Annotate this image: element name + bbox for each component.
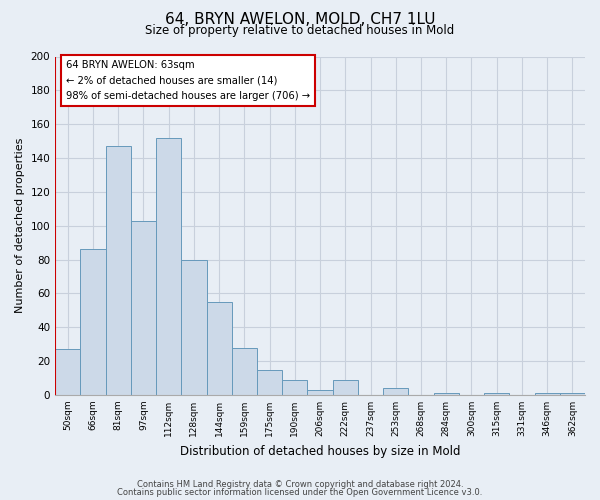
Bar	[131, 220, 156, 395]
Y-axis label: Number of detached properties: Number of detached properties	[15, 138, 25, 314]
Bar	[282, 380, 307, 395]
X-axis label: Distribution of detached houses by size in Mold: Distribution of detached houses by size …	[180, 444, 460, 458]
Bar	[383, 388, 409, 395]
Bar	[434, 393, 459, 395]
Text: Contains HM Land Registry data © Crown copyright and database right 2024.: Contains HM Land Registry data © Crown c…	[137, 480, 463, 489]
Text: Contains public sector information licensed under the Open Government Licence v3: Contains public sector information licen…	[118, 488, 482, 497]
Bar	[206, 302, 232, 395]
Bar	[55, 349, 80, 395]
Bar	[106, 146, 131, 395]
Bar	[560, 393, 585, 395]
Bar	[80, 250, 106, 395]
Bar	[181, 260, 206, 395]
Text: Size of property relative to detached houses in Mold: Size of property relative to detached ho…	[145, 24, 455, 37]
Text: 64 BRYN AWELON: 63sqm
← 2% of detached houses are smaller (14)
98% of semi-detac: 64 BRYN AWELON: 63sqm ← 2% of detached h…	[66, 60, 310, 101]
Bar	[332, 380, 358, 395]
Bar	[156, 138, 181, 395]
Text: 64, BRYN AWELON, MOLD, CH7 1LU: 64, BRYN AWELON, MOLD, CH7 1LU	[165, 12, 435, 28]
Bar	[232, 348, 257, 395]
Bar	[307, 390, 332, 395]
Bar	[484, 393, 509, 395]
Bar	[535, 393, 560, 395]
Bar	[257, 370, 282, 395]
